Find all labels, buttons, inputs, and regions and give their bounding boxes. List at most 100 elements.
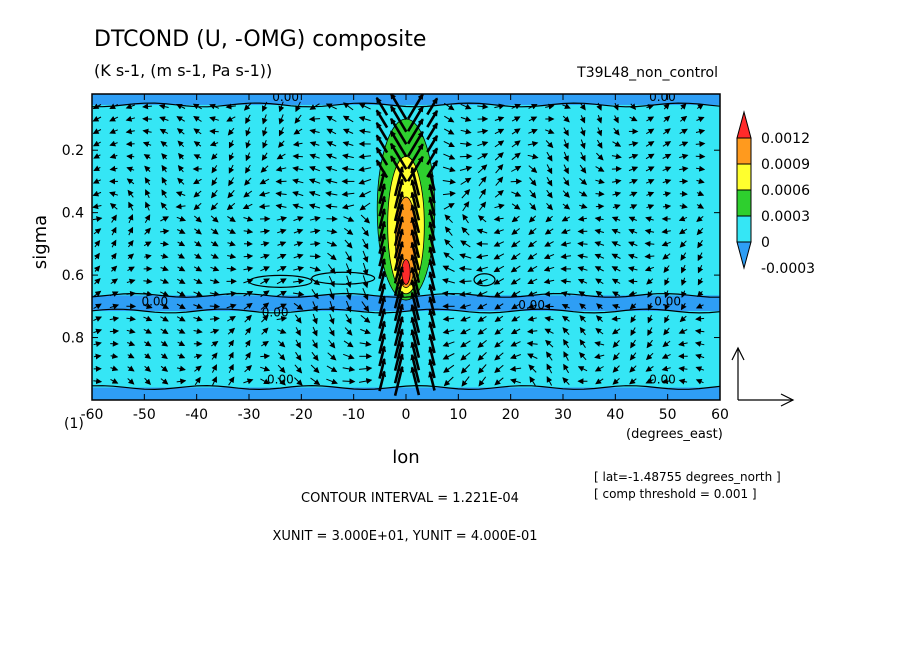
wind-vector-311 [309,253,321,260]
wind-vector-316 [312,313,318,325]
wind-vector-711 [594,365,604,372]
wind-vector-79 [144,227,151,235]
wind-vector-819 [680,277,687,286]
wind-vector-844 [695,303,704,309]
wind-vector-19 [93,341,102,348]
wind-vector-672 [579,164,587,174]
wind-vector-191 [227,189,235,199]
wind-vector-635 [543,278,555,285]
wind-vector-144 [193,178,202,185]
wind-vector-85 [143,303,153,309]
wind-vector-140 [193,128,202,135]
wind-vector-462 [426,122,439,141]
wind-vector-170 [210,215,219,223]
wind-vector-232 [262,127,268,137]
contour-label-2: 0.00 [141,295,168,309]
wind-vector-380 [362,250,369,263]
y-corner-label: (1) [64,416,84,432]
wind-vector-207 [243,102,252,111]
wind-vector-766 [646,191,655,198]
wind-vector-65 [127,340,136,347]
wind-vector-211 [245,152,252,162]
wind-vector-767 [646,204,655,210]
wind-vector-64 [126,328,136,334]
wind-vector-324 [326,128,337,135]
wind-vector-320 [310,364,320,374]
wind-vector-784 [662,128,671,135]
wind-vector-276 [295,101,301,113]
wind-vector-142 [193,154,202,160]
wind-vector-236 [259,178,270,185]
wind-vector-555 [494,140,505,148]
wind-vector-628 [546,189,553,199]
wind-vector-590 [510,290,521,297]
wind-vector-537 [478,201,487,211]
wind-vector-705 [595,290,604,297]
wind-vector-619 [528,364,537,373]
wind-vector-755 [630,339,636,349]
wind-vector-9 [92,216,103,222]
wind-vector-715 [613,127,620,136]
wind-vector-326 [325,153,337,160]
wind-vector-818 [680,264,687,274]
wind-vector-615 [527,315,537,322]
wind-vector-8 [92,203,102,210]
wind-vector-744 [629,204,638,210]
wind-vector-414 [389,94,408,120]
wind-vector-776 [647,314,654,324]
wind-vector-372 [358,153,372,160]
wind-vector-484 [444,115,455,123]
wind-vector-106 [160,278,170,284]
wind-vector-123 [175,203,186,210]
wind-vector-83 [143,278,153,285]
wind-vector-783 [663,115,671,122]
x-tick-label-1: -50 [133,407,156,423]
wind-vector-150 [194,253,202,259]
wind-vector-684 [579,314,586,323]
wind-vector-226 [244,339,251,348]
wind-vector-542 [476,266,488,272]
wind-vector-162 [209,116,219,122]
wind-vector-317 [312,326,318,337]
wind-vector-340 [328,326,335,337]
wind-vector-759 [646,104,655,110]
wind-vector-313 [310,277,321,286]
wind-vector-314 [311,289,319,300]
wind-vector-459 [410,366,421,396]
wind-vector-94 [159,128,169,135]
colorbar-seg-0 [736,110,752,139]
wind-vector-596 [509,365,522,372]
wind-vector-34 [110,239,117,248]
wind-vector-821 [680,302,687,311]
wind-vector-208 [245,114,251,124]
wind-vector-303 [309,153,320,160]
wind-vector-724 [611,241,621,247]
wind-vector-251 [260,365,271,372]
wind-vector-701 [594,241,605,247]
wind-vector-612 [527,278,538,285]
wind-vector-696 [595,178,605,185]
wind-vector-212 [245,164,251,174]
wind-vector-264 [277,241,287,247]
y-tick-label-1: 0.4 [62,206,84,222]
wind-vector-746 [628,228,638,235]
wind-vector-267 [276,278,287,285]
wind-vector-304 [309,165,321,172]
wind-vector-25 [109,128,118,134]
wind-vector-376 [359,202,371,211]
wind-vector-381 [362,262,369,276]
wind-vector-740 [628,153,639,160]
wind-vector-727 [611,278,621,285]
wind-vector-815 [678,228,688,235]
contour-label-6: 0.00 [267,373,294,387]
wind-vector-498 [442,290,455,297]
wind-vector-327 [325,165,338,172]
wind-vector-365 [343,353,355,360]
wind-vector-337 [329,288,335,301]
wind-vector-374 [358,178,372,185]
y-axis-title: sigma [30,215,51,269]
wind-vector-168 [210,189,218,199]
x-tick-label-8: 20 [502,407,520,423]
wind-vector-299 [309,103,320,110]
wind-vector-22 [93,378,103,385]
